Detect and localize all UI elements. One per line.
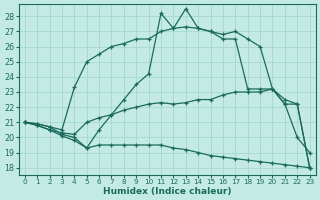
X-axis label: Humidex (Indice chaleur): Humidex (Indice chaleur): [103, 187, 231, 196]
